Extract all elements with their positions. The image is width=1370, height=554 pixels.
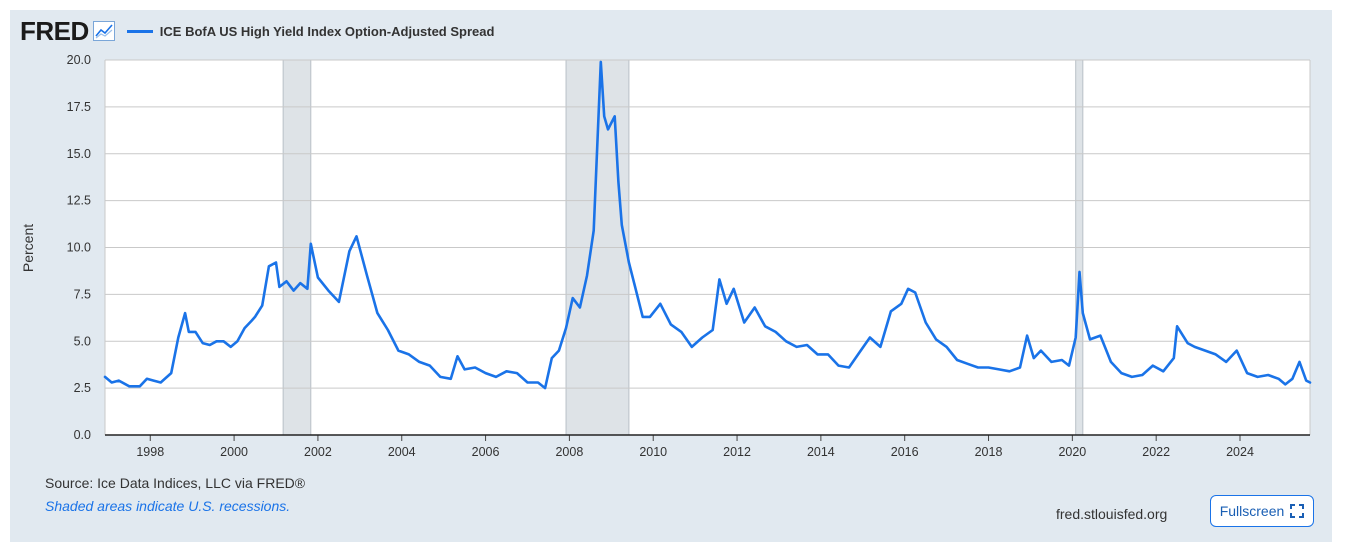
- x-tick-label: 1998: [136, 445, 164, 459]
- legend-swatch: [126, 29, 153, 33]
- x-tick-label: 2020: [1058, 445, 1086, 459]
- fullscreen-label: Fullscreen: [1219, 503, 1285, 519]
- series-line: [103, 60, 1312, 390]
- source-note: Source: Ice Data Indices, LLC via FRED®: [45, 475, 306, 491]
- x-tick-label: 2012: [723, 445, 751, 459]
- y-tick-label: 12.5: [67, 194, 91, 208]
- x-tick-label: 2002: [304, 445, 332, 459]
- y-tick-label: 5.0: [74, 334, 91, 348]
- fullscreen-icon: [1290, 504, 1305, 518]
- x-tick-label: 2006: [472, 445, 500, 459]
- y-tick-label: 15.0: [67, 147, 91, 161]
- y-tick-label: 10.0: [67, 241, 91, 255]
- y-tick-label: 7.5: [74, 287, 91, 301]
- legend-label: ICE BofA US High Yield Index Option-Adju…: [159, 23, 495, 39]
- fullscreen-button[interactable]: Fullscreen: [1210, 495, 1314, 527]
- fred-logo[interactable]: FRED: [20, 15, 89, 46]
- y-tick-label: 20.0: [67, 53, 91, 67]
- line-chart-icon: [92, 21, 115, 41]
- y-tick-label: 0.0: [74, 428, 91, 442]
- x-tick-label: 2018: [975, 445, 1003, 459]
- x-tick-label: 2010: [639, 445, 667, 459]
- y-tick-label: 2.5: [74, 381, 91, 395]
- chart-header: FRED ICE BofA US High Yield Index Option…: [20, 15, 495, 46]
- y-tick-label: 17.5: [67, 100, 91, 114]
- x-tick-label: 2016: [891, 445, 919, 459]
- x-tick-label: 2024: [1226, 445, 1254, 459]
- x-tick-label: 2000: [220, 445, 248, 459]
- x-tick-label: 2022: [1142, 445, 1170, 459]
- x-tick-label: 2008: [555, 445, 583, 459]
- x-tick-label: 2004: [388, 445, 416, 459]
- site-url[interactable]: fred.stlouisfed.org: [1056, 506, 1168, 522]
- recession-note: Shaded areas indicate U.S. recessions.: [45, 498, 291, 514]
- x-tick-label: 2014: [807, 445, 835, 459]
